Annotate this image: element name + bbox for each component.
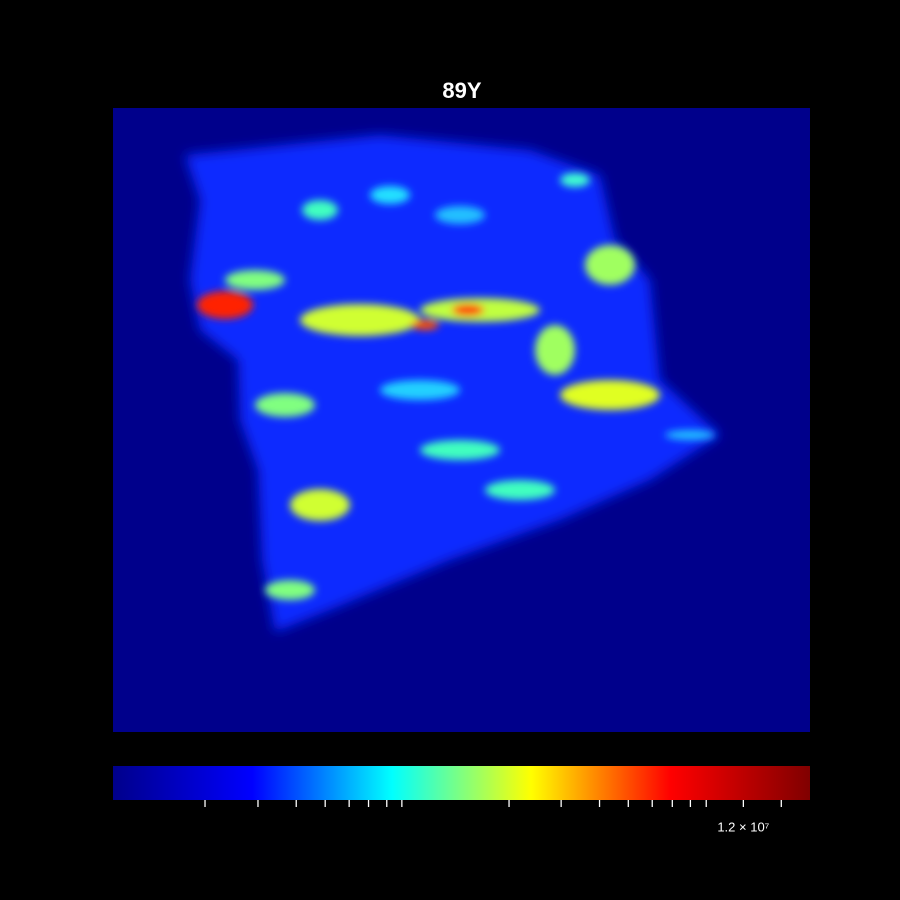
heatmap-image: [113, 108, 810, 732]
colorbar-tick-label: 1.2 × 10⁷: [717, 819, 769, 834]
heat-blob: [452, 304, 484, 316]
heat-blobs: [197, 173, 715, 600]
heat-blob: [302, 200, 338, 220]
heat-blob: [665, 430, 715, 440]
colorbar: [113, 766, 810, 800]
heat-blob: [420, 440, 500, 460]
heat-blob: [197, 291, 253, 319]
chart-title: 89Y: [442, 78, 481, 103]
heat-blob: [300, 304, 420, 336]
heat-blob: [255, 393, 315, 417]
heat-blob: [535, 325, 575, 375]
heat-blob: [370, 186, 410, 204]
heat-blob: [435, 206, 485, 224]
heat-blob: [290, 489, 350, 521]
heat-blob: [225, 270, 285, 290]
heat-blob: [380, 380, 460, 400]
heat-blob: [265, 580, 315, 600]
heat-blob: [560, 173, 590, 187]
heat-blob: [411, 320, 439, 330]
heat-blob: [585, 245, 635, 285]
heat-blob: [560, 380, 660, 410]
heat-blob: [485, 480, 555, 500]
